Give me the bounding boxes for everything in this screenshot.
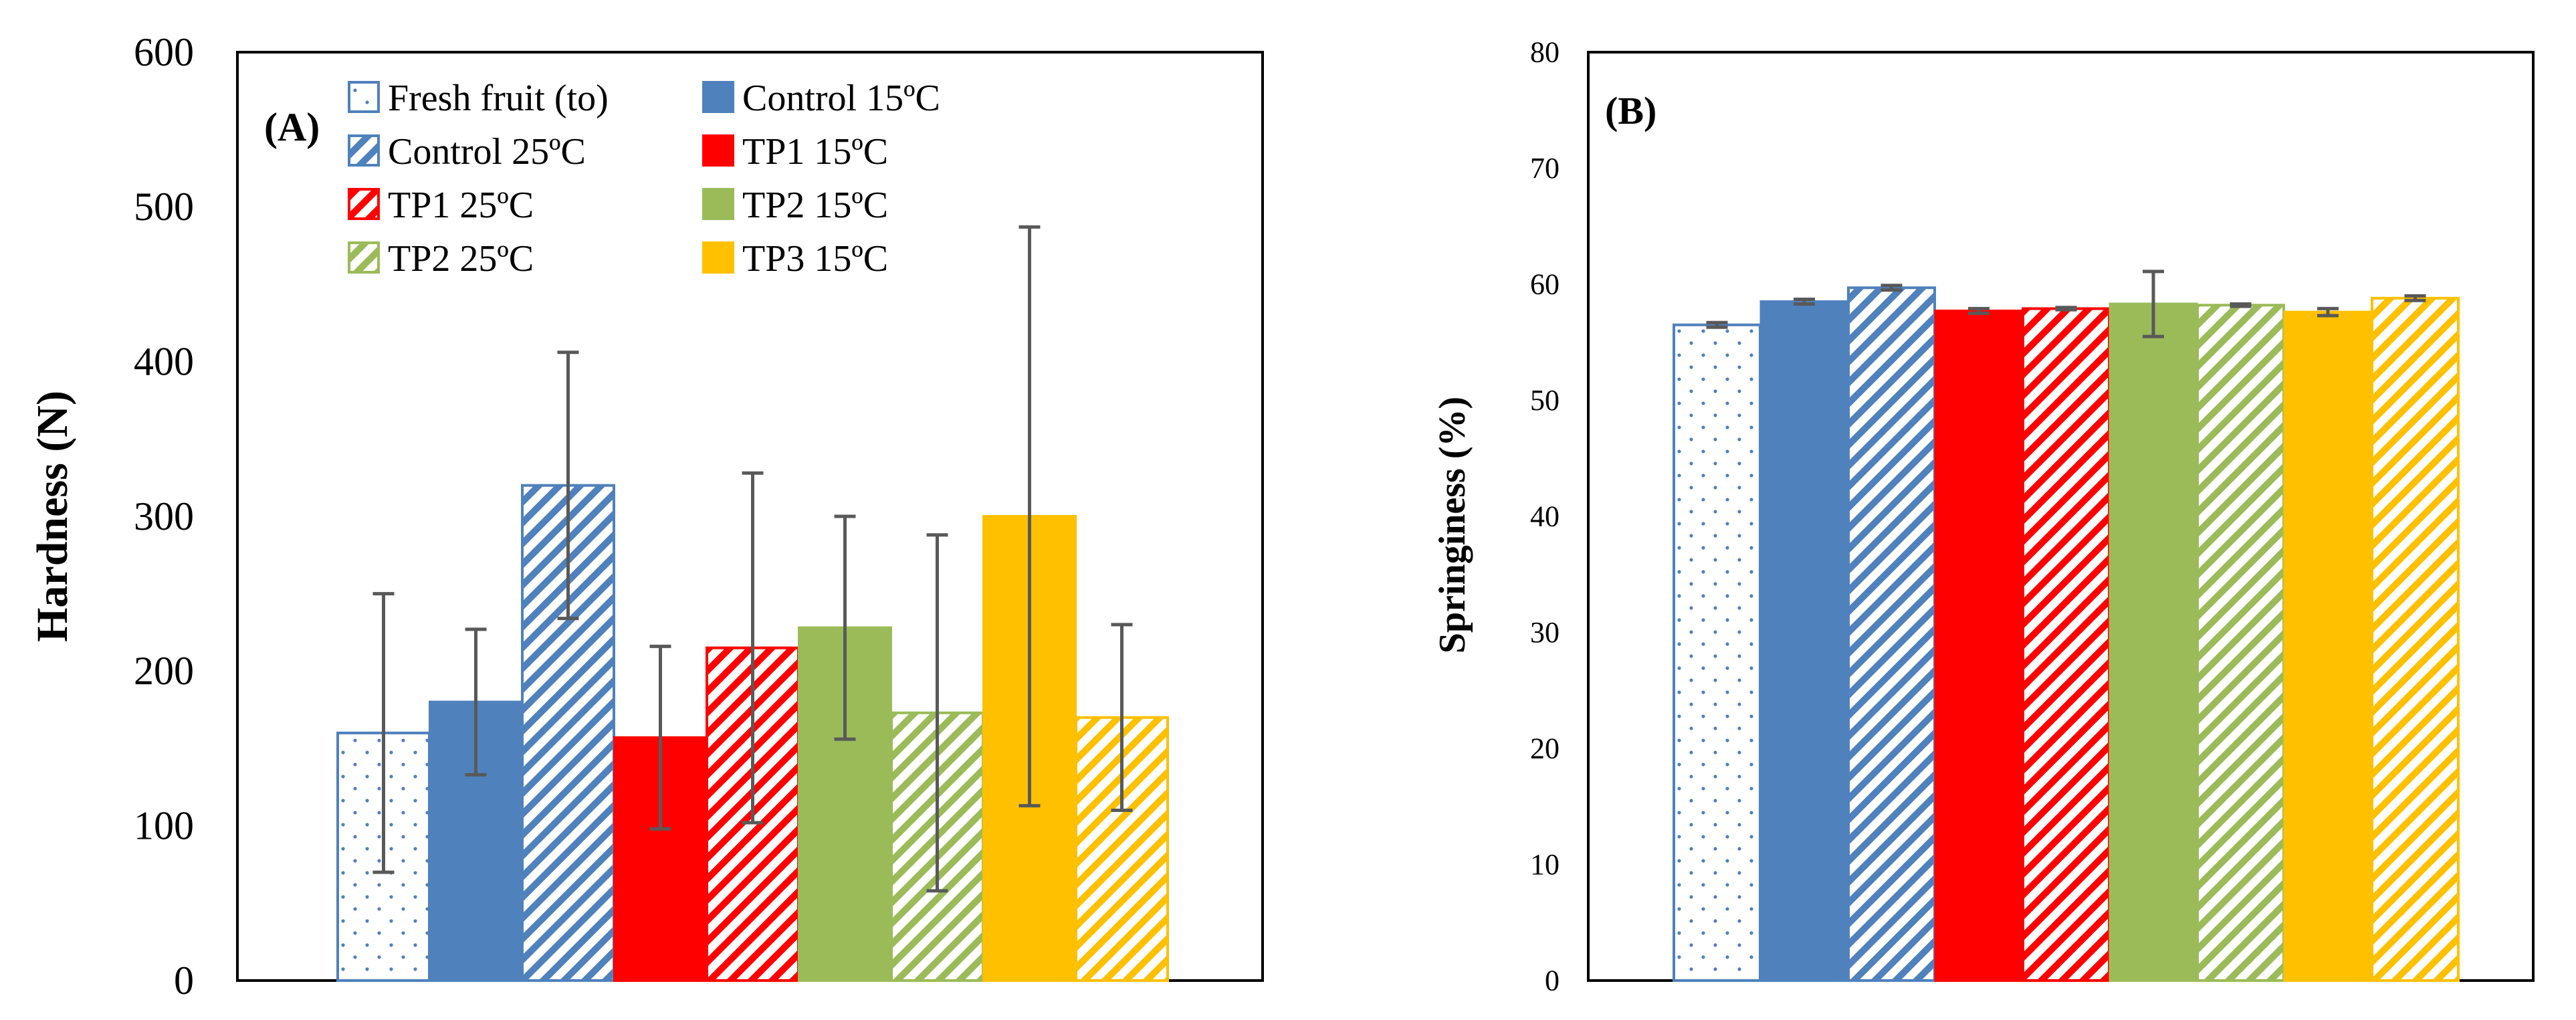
legend-item-tp2-15-c: TP2 15ºC [702,185,888,226]
panel-a-error-bar-tp1-25-c [742,471,764,825]
panel-a-y-tick-label: 600 [134,30,194,74]
panel-a-y-tick-label: 400 [134,339,194,383]
legend-swatch [348,241,380,274]
panel-b-error-bar-tp3-25-c [2404,294,2426,302]
panel-a-error-bar-control-25-c [557,350,579,621]
panel-b-y-tick-label: 30 [1530,616,1560,649]
panel-a-legend: Fresh fruit (to) Control 15ºC Control 25ºC… [348,78,940,280]
legend-item-control-25-c: Control 25ºC [348,131,586,173]
legend-item-tp3-15-c: TP3 15ºC [702,238,888,280]
panel-a-y-tick-label: 300 [134,494,194,538]
panel-b-label: (B) [1605,89,1656,132]
panel-b-ylabel: Springiness (%) [1432,397,1473,653]
panel-b-error-bar-control-15-c [1794,298,1815,306]
panel-b-y-tick-label: 20 [1530,732,1560,765]
panel-b-y-tick-label: 0 [1545,964,1560,997]
panel-a-label: (A) [264,105,320,149]
legend-swatch [702,241,734,274]
legend-label: TP3 15ºC [742,238,888,280]
legend-item-fresh-fruit-to: Fresh fruit (to) [348,78,609,119]
panel-b-error-bar-tp3-15-c [2317,306,2339,318]
panel-b-bar-tp1-25-c [2022,307,2111,982]
panel-a-y-tick-label: 200 [134,649,194,693]
legend-label: TP1 25ºC [388,185,534,226]
panel-b-bars [1673,286,2460,983]
panel-b-y-tick-label: 70 [1530,152,1560,185]
panel-a-y-tick-label: 100 [134,803,194,847]
panel-a-y-axis-ticks: 0 100 200 300 400 500 600 [134,30,194,1003]
panel-b: (B) Springiness (%) 0 10 20 30 40 50 60 70 80 [1432,36,2535,997]
panel-b-bar-tp2-15-c [2109,302,2198,982]
panel-a-error-bar-tp2-15-c [834,514,856,741]
legend-swatch [348,81,380,113]
panel-b-error-bars [1706,270,2426,338]
panel-a-error-bar-tp1-15-c [649,644,671,831]
legend-item-tp1-15-c: TP1 15ºC [702,131,888,173]
panel-b-bar-fresh-fruit-to [1673,323,1761,983]
panel-b-y-tick-label: 60 [1530,268,1560,301]
legend-swatch [348,134,380,167]
legend-swatch [702,134,734,167]
panel-a-y-tick-label: 0 [174,958,194,1003]
legend-label: TP1 15ºC [742,131,888,173]
legend-swatch [702,81,734,113]
legend-label: TP2 15ºC [742,185,888,226]
legend-label: Control 25ºC [388,131,586,173]
legend-swatch [702,188,734,220]
panel-b-error-bar-tp2-25-c [2230,302,2252,308]
legend-label: Control 15ºC [742,78,940,119]
panel-b-y-tick-label: 50 [1530,384,1560,417]
panel-b-error-bar-tp2-15-c [2143,270,2164,338]
panel-b-bar-tp3-25-c [2371,296,2460,982]
panel-b-y-tick-label: 10 [1530,848,1560,881]
legend-label: TP2 25ºC [388,238,534,280]
panel-b-error-bar-fresh-fruit-to [1706,320,1728,329]
legend-label: Fresh fruit (to) [388,78,609,119]
legend-item-tp2-25-c: TP2 25ºC [348,238,534,280]
legend-swatch [348,188,380,220]
panel-b-error-bar-tp1-15-c [1968,306,1990,315]
panel-b-bar-tp1-15-c [1934,309,2024,982]
panel-b-bar-control-25-c [1847,286,1936,983]
panel-b-y-tick-label: 40 [1530,500,1560,533]
panel-a-error-bar-tp2-25-c [926,533,948,893]
panel-b-y-axis-ticks: 0 10 20 30 40 50 60 70 80 [1530,36,1560,997]
panel-a-ylabel: Hardness (N) [28,391,77,642]
panel-b-error-bar-tp1-25-c [2055,306,2077,312]
panel-a: (A) Hardness (N) 0 100 200 300 400 500 600 Fre… [28,30,1264,1003]
legend-item-tp1-25-c: TP1 25ºC [348,185,534,226]
panel-a-error-bars [372,225,1133,893]
panel-b-y-tick-label: 80 [1530,36,1560,69]
panel-b-bar-tp3-15-c [2283,310,2373,982]
panel-a-y-tick-label: 500 [134,185,194,229]
panel-b-bar-control-15-c [1759,300,1849,982]
panel-b-bar-tp2-25-c [2196,304,2285,983]
panel-a-error-bar-tp3-15-c [1018,225,1041,808]
panel-a-error-bar-fresh-fruit-to [372,592,395,874]
panel-a-error-bar-tp3-25-c [1111,623,1133,813]
panel-a-error-bar-control-15-c [465,627,487,777]
panel-b-error-bar-control-25-c [1881,284,1903,292]
legend-item-control-15-c: Control 15ºC [702,78,940,119]
